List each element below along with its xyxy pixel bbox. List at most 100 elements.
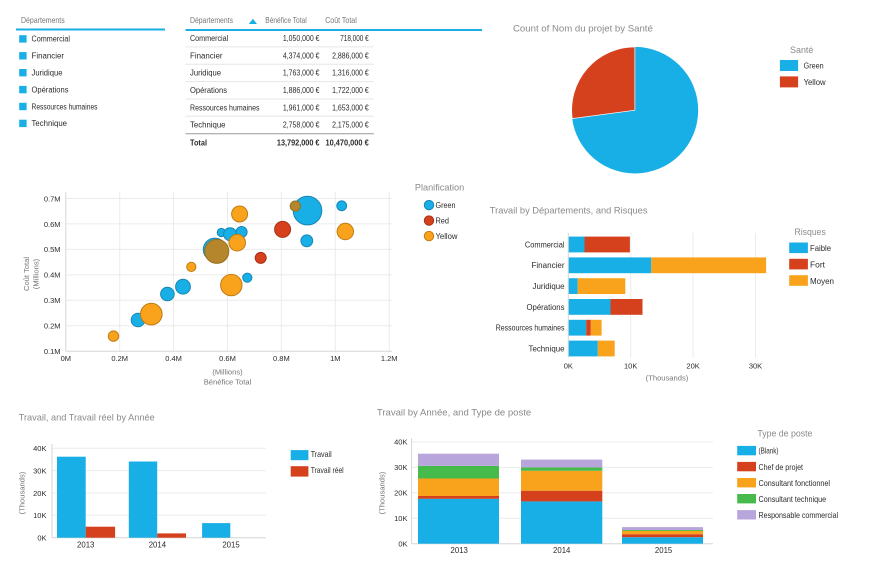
- svg-text:0K: 0K: [398, 540, 407, 549]
- svg-text:0K: 0K: [37, 534, 46, 543]
- svg-text:Financier: Financier: [532, 261, 565, 270]
- svg-text:Count of Nom du projet by Sant: Count of Nom du projet by Santé: [513, 23, 653, 34]
- svg-text:718,000 €: 718,000 €: [340, 34, 369, 43]
- svg-text:Opérations: Opérations: [32, 85, 69, 94]
- svg-text:Ressources humaines: Ressources humaines: [32, 102, 98, 111]
- svg-text:2014: 2014: [553, 546, 571, 555]
- svg-text:0.2M: 0.2M: [111, 354, 128, 363]
- svg-text:Technique: Technique: [32, 119, 68, 128]
- svg-text:10K: 10K: [624, 362, 637, 371]
- svg-text:2015: 2015: [655, 546, 673, 555]
- svg-text:Juridique: Juridique: [190, 69, 221, 78]
- svg-text:0.4M: 0.4M: [44, 271, 61, 280]
- svg-text:1,050,000 €: 1,050,000 €: [283, 34, 320, 43]
- svg-text:Financier: Financier: [190, 51, 223, 60]
- svg-text:Bénéfice Total: Bénéfice Total: [265, 16, 307, 25]
- svg-text:Ressources humaines: Ressources humaines: [190, 103, 260, 112]
- svg-text:Yellow: Yellow: [804, 77, 827, 87]
- svg-text:Fort: Fort: [810, 259, 826, 269]
- svg-text:Opérations: Opérations: [527, 303, 565, 312]
- svg-text:Green: Green: [436, 200, 456, 210]
- svg-text:0.2M: 0.2M: [44, 322, 61, 331]
- svg-text:Type de poste: Type de poste: [757, 429, 812, 439]
- svg-text:1,316,000 €: 1,316,000 €: [332, 69, 369, 78]
- svg-text:1,653,000 €: 1,653,000 €: [332, 103, 369, 112]
- svg-text:(Blank): (Blank): [759, 446, 779, 456]
- svg-text:Travail, and Travail réel by A: Travail, and Travail réel by Année: [19, 412, 155, 423]
- svg-text:Total: Total: [190, 138, 207, 147]
- svg-text:(Millions): (Millions): [32, 258, 41, 289]
- svg-text:10,470,000 €: 10,470,000 €: [326, 138, 370, 147]
- svg-text:13,792,000 €: 13,792,000 €: [277, 138, 320, 147]
- svg-text:Technique: Technique: [190, 121, 226, 130]
- svg-text:Travail: Travail: [311, 449, 332, 459]
- svg-text:0K: 0K: [564, 362, 573, 371]
- svg-text:0.1M: 0.1M: [44, 347, 61, 356]
- svg-text:Risques: Risques: [795, 227, 827, 237]
- svg-text:1,886,000 €: 1,886,000 €: [283, 86, 320, 95]
- svg-text:Commercial: Commercial: [190, 34, 228, 43]
- svg-text:(Thousands): (Thousands): [646, 374, 689, 383]
- svg-text:Juridique: Juridique: [533, 282, 565, 291]
- svg-text:0.6M: 0.6M: [44, 220, 61, 229]
- svg-text:Bénéfice Total: Bénéfice Total: [204, 378, 252, 387]
- svg-text:2014: 2014: [149, 540, 167, 549]
- svg-text:Consultant fonctionnel: Consultant fonctionnel: [759, 478, 831, 488]
- svg-text:Yellow: Yellow: [436, 231, 459, 241]
- svg-text:30K: 30K: [749, 362, 762, 371]
- svg-text:Juridique: Juridique: [32, 69, 63, 78]
- svg-text:1.2M: 1.2M: [381, 354, 398, 363]
- svg-text:0M: 0M: [61, 354, 71, 363]
- svg-text:4,374,000 €: 4,374,000 €: [283, 51, 320, 60]
- svg-text:Coût Total: Coût Total: [22, 257, 31, 291]
- svg-text:0.3M: 0.3M: [44, 296, 61, 305]
- svg-text:Faible: Faible: [810, 243, 831, 253]
- svg-text:Technique: Technique: [529, 344, 565, 353]
- svg-text:1,763,000 €: 1,763,000 €: [283, 69, 320, 78]
- svg-text:0.5M: 0.5M: [44, 245, 61, 254]
- svg-text:30K: 30K: [394, 463, 407, 472]
- svg-text:1,722,000 €: 1,722,000 €: [332, 86, 369, 95]
- svg-text:1,961,000 €: 1,961,000 €: [283, 103, 320, 112]
- svg-text:0.8M: 0.8M: [273, 354, 290, 363]
- svg-text:Travail by Année, and Type de: Travail by Année, and Type de poste: [377, 407, 531, 418]
- svg-text:(Millions): (Millions): [212, 368, 243, 377]
- svg-text:2,758,000 €: 2,758,000 €: [283, 121, 320, 130]
- svg-text:40K: 40K: [394, 438, 407, 447]
- svg-text:Coût Total: Coût Total: [325, 16, 357, 25]
- svg-text:Planification: Planification: [415, 182, 464, 192]
- svg-text:Consultant technique: Consultant technique: [759, 494, 827, 504]
- svg-text:Moyen: Moyen: [810, 276, 834, 286]
- svg-text:Travail réel: Travail réel: [311, 465, 344, 475]
- svg-text:2,175,000 €: 2,175,000 €: [332, 121, 369, 130]
- svg-text:20K: 20K: [686, 362, 699, 371]
- svg-text:Santé: Santé: [790, 45, 813, 55]
- svg-text:0.6M: 0.6M: [219, 354, 236, 363]
- svg-text:Commercial: Commercial: [32, 35, 71, 44]
- svg-text:20K: 20K: [33, 489, 46, 498]
- svg-text:Départements: Départements: [21, 16, 65, 25]
- svg-text:Red: Red: [436, 216, 450, 226]
- svg-text:Financier: Financier: [32, 52, 65, 61]
- svg-text:0.4M: 0.4M: [165, 354, 182, 363]
- svg-text:30K: 30K: [33, 466, 46, 475]
- svg-text:2013: 2013: [451, 546, 468, 555]
- svg-text:10K: 10K: [394, 514, 407, 523]
- svg-text:(Thousands): (Thousands): [378, 471, 387, 514]
- svg-text:20K: 20K: [394, 489, 407, 498]
- svg-text:Green: Green: [804, 61, 824, 71]
- svg-text:Travail by Départements, and R: Travail by Départements, and Risques: [490, 205, 648, 216]
- svg-text:2,886,000 €: 2,886,000 €: [332, 51, 369, 60]
- svg-text:10K: 10K: [33, 511, 46, 520]
- svg-text:1M: 1M: [330, 354, 340, 363]
- svg-text:40K: 40K: [33, 444, 46, 453]
- svg-text:2015: 2015: [222, 540, 240, 549]
- svg-text:0.7M: 0.7M: [44, 194, 61, 203]
- svg-text:Chef de projet: Chef de projet: [759, 462, 804, 472]
- svg-text:Départements: Départements: [190, 16, 233, 25]
- svg-text:Responsable commercial: Responsable commercial: [759, 510, 839, 520]
- svg-text:Commercial: Commercial: [525, 240, 565, 249]
- svg-text:Ressources humaines: Ressources humaines: [496, 324, 565, 333]
- svg-text:2013: 2013: [77, 540, 94, 549]
- svg-text:(Thousands): (Thousands): [18, 471, 27, 514]
